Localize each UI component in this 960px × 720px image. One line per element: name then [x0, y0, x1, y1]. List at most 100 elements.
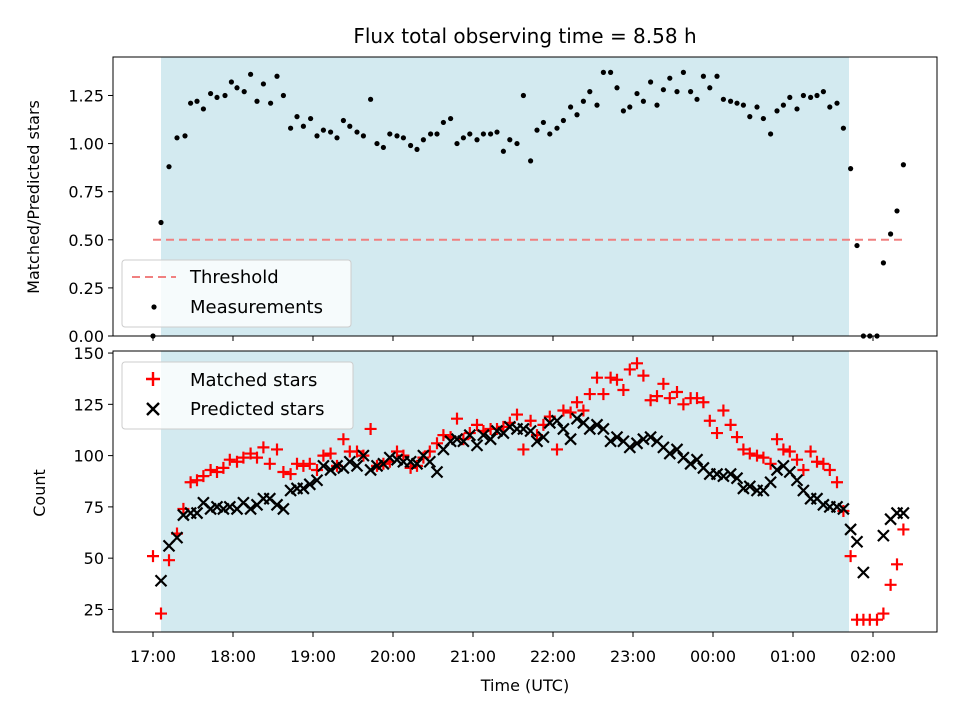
measurement-point — [321, 128, 326, 133]
measurement-point — [242, 89, 247, 94]
measurement-point — [374, 141, 379, 146]
measurement-point — [661, 87, 666, 92]
measurement-point — [547, 131, 552, 136]
measurement-point — [854, 243, 859, 248]
measurement-point — [601, 70, 606, 75]
count-y-tick-label: 100 — [73, 447, 104, 466]
measurement-point — [368, 97, 373, 102]
measurement-point — [434, 131, 439, 136]
measurement-point — [222, 93, 227, 98]
measurement-point — [341, 118, 346, 123]
measurement-point — [814, 93, 819, 98]
measurement-point — [674, 89, 679, 94]
measurement-point — [166, 164, 171, 169]
measurement-point — [761, 116, 766, 121]
measurement-point — [707, 85, 712, 90]
count-y-tick-label: 50 — [84, 549, 104, 568]
measurement-point — [841, 126, 846, 131]
measurement-point — [421, 137, 426, 142]
measurement-point — [634, 91, 639, 96]
chart-title: Flux total observing time = 8.58 h — [353, 24, 696, 48]
measurement-point — [354, 129, 359, 134]
measurement-point — [308, 116, 313, 121]
measurement-point — [158, 220, 163, 225]
measurement-point — [174, 135, 179, 140]
x-tick-label: 20:00 — [370, 647, 416, 666]
measurement-point — [528, 158, 533, 163]
measurement-point — [888, 231, 893, 236]
measurement-point — [288, 126, 293, 131]
measurement-point — [254, 99, 259, 104]
ratio-y-tick-label: 1.25 — [68, 86, 104, 105]
measurement-point — [728, 99, 733, 104]
count-y-tick-label: 150 — [73, 344, 104, 363]
measurement-point — [834, 101, 839, 106]
measurement-point — [248, 72, 253, 77]
ratio-y-tick-label: 1.00 — [68, 135, 104, 154]
ratio-y-axis-label: Matched/Predicted stars — [24, 100, 43, 294]
measurement-point — [347, 124, 352, 129]
measurement-point — [507, 137, 512, 142]
measurement-point — [194, 99, 199, 104]
measurement-point — [721, 97, 726, 102]
measurement-point — [488, 131, 493, 136]
x-tick-label: 17:00 — [130, 647, 176, 666]
measurement-point — [627, 104, 632, 109]
figure: Flux total observing time = 8.58 h 0.000… — [0, 0, 960, 720]
measurement-point — [621, 108, 626, 113]
measurement-point — [581, 99, 586, 104]
x-tick-label: 19:00 — [290, 647, 336, 666]
measurement-point — [188, 101, 193, 106]
measurement-point — [787, 95, 792, 100]
measurement-point — [448, 116, 453, 121]
measurement-point — [474, 137, 479, 142]
x-tick-label: 21:00 — [450, 647, 496, 666]
measurement-point — [901, 162, 906, 167]
measurement-point — [827, 104, 832, 109]
measurement-point — [654, 103, 659, 108]
x-tick-label: 18:00 — [210, 647, 256, 666]
legend-measurements-swatch — [151, 304, 156, 309]
measurement-point — [394, 133, 399, 138]
legend-matched-label: Matched stars — [190, 370, 317, 391]
measurement-point — [501, 149, 506, 154]
measurement-point — [741, 103, 746, 108]
measurement-point — [648, 79, 653, 84]
measurement-point — [208, 91, 213, 96]
measurement-point — [234, 85, 239, 90]
measurement-point — [541, 120, 546, 125]
measurement-point — [608, 70, 613, 75]
measurement-point — [481, 131, 486, 136]
measurement-point — [514, 141, 519, 146]
measurement-point — [314, 133, 319, 138]
measurement-point — [361, 133, 366, 138]
measurement-point — [821, 89, 826, 94]
measurement-point — [274, 74, 279, 79]
measurement-point — [401, 135, 406, 140]
measurement-point — [414, 147, 419, 152]
measurement-point — [641, 99, 646, 104]
x-tick-label: 23:00 — [610, 647, 656, 666]
x-axis-label: Time (UTC) — [480, 676, 569, 695]
x-tick-label: 22:00 — [530, 647, 576, 666]
measurement-point — [408, 143, 413, 148]
measurement-point — [768, 131, 773, 136]
measurement-point — [701, 74, 706, 79]
measurement-point — [428, 131, 433, 136]
measurement-point — [494, 129, 499, 134]
count-y-tick-label: 75 — [84, 498, 104, 517]
measurement-point — [614, 85, 619, 90]
legend-threshold-label: Threshold — [189, 267, 279, 288]
count-y-axis-label: Count — [30, 469, 49, 517]
legend-predicted-label: Predicted stars — [190, 399, 324, 420]
measurement-point — [182, 133, 187, 138]
measurement-point — [568, 104, 573, 109]
measurement-point — [214, 95, 219, 100]
measurement-point — [801, 93, 806, 98]
count-y-tick-label: 25 — [84, 600, 104, 619]
measurement-point — [461, 135, 466, 140]
x-tick-label: 02:00 — [850, 647, 896, 666]
measurement-point — [454, 141, 459, 146]
measurement-point — [781, 103, 786, 108]
measurement-point — [587, 89, 592, 94]
